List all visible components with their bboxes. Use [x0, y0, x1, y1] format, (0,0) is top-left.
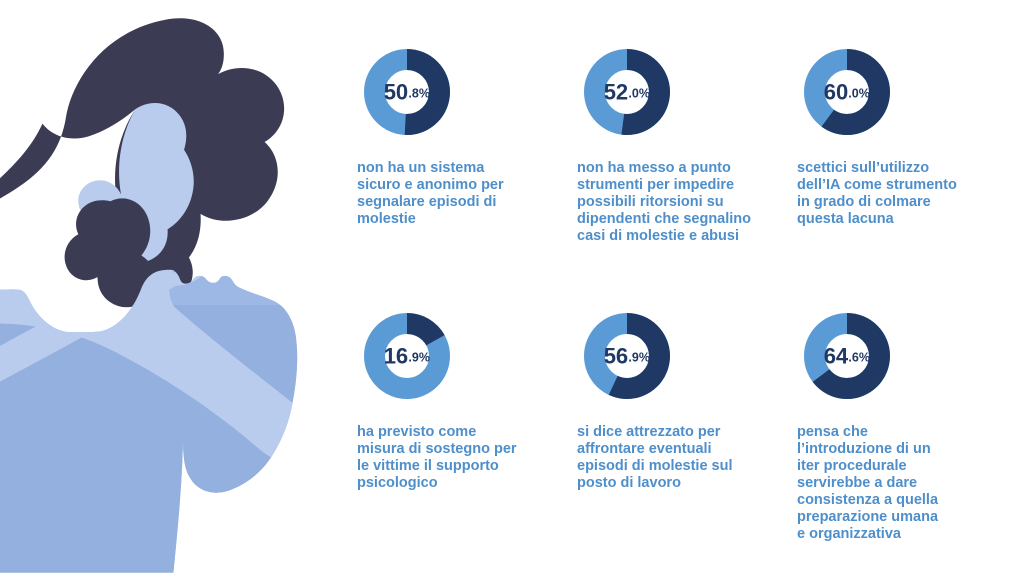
- svg-text:.0%: .0%: [848, 87, 870, 101]
- svg-text:.0%: .0%: [628, 87, 650, 101]
- svg-text:60: 60: [824, 80, 848, 105]
- svg-text:.9%: .9%: [408, 351, 430, 365]
- svg-text:50: 50: [384, 80, 408, 105]
- svg-text:64: 64: [824, 344, 849, 369]
- svg-text:52: 52: [604, 80, 628, 105]
- svg-text:16: 16: [384, 344, 408, 369]
- svg-text:56: 56: [604, 344, 628, 369]
- svg-text:.6%: .6%: [848, 351, 870, 365]
- svg-text:.9%: .9%: [628, 351, 650, 365]
- svg-text:.8%: .8%: [408, 87, 430, 101]
